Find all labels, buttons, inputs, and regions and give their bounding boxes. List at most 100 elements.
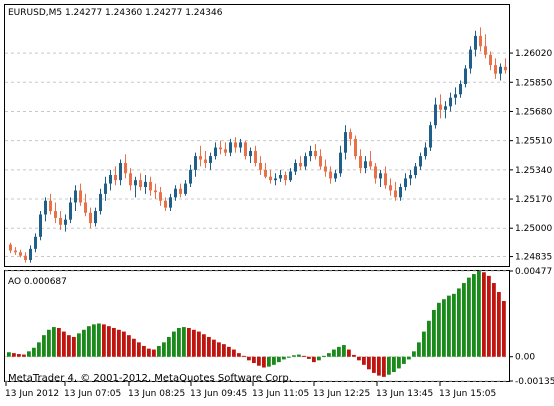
- candle-bearish[interactable]: [199, 145, 202, 167]
- candle-bearish[interactable]: [479, 27, 482, 52]
- candle-bullish[interactable]: [39, 211, 42, 241]
- candle-bullish[interactable]: [104, 176, 107, 201]
- candle-bearish[interactable]: [484, 34, 487, 59]
- candle-bearish[interactable]: [84, 193, 87, 217]
- candle-bullish[interactable]: [344, 125, 347, 160]
- candle-bullish[interactable]: [134, 176, 137, 198]
- candle-bullish[interactable]: [274, 173, 277, 186]
- candle-bearish[interactable]: [314, 144, 317, 160]
- candle-bearish[interactable]: [124, 154, 127, 179]
- candle-bullish[interactable]: [34, 233, 37, 253]
- candle-bearish[interactable]: [59, 211, 62, 230]
- candle-bullish[interactable]: [94, 207, 97, 227]
- candle-bearish[interactable]: [49, 193, 52, 215]
- ao-histogram[interactable]: [7, 271, 506, 377]
- candle-bullish[interactable]: [294, 159, 297, 175]
- candle-bullish[interactable]: [99, 188, 102, 215]
- candle-bullish[interactable]: [239, 138, 242, 153]
- candle-bullish[interactable]: [189, 164, 192, 188]
- candle-bearish[interactable]: [259, 156, 262, 175]
- candle-bullish[interactable]: [209, 152, 212, 170]
- candle-bullish[interactable]: [444, 101, 447, 119]
- candle-bullish[interactable]: [464, 65, 467, 88]
- candle-bearish[interactable]: [159, 187, 162, 206]
- candle-bearish[interactable]: [384, 166, 387, 189]
- candle-bearish[interactable]: [264, 162, 267, 179]
- candle-bearish[interactable]: [489, 51, 492, 71]
- candle-bearish[interactable]: [9, 242, 12, 254]
- candle-bearish[interactable]: [254, 145, 257, 167]
- candle-bullish[interactable]: [429, 121, 432, 151]
- candle-bearish[interactable]: [389, 178, 392, 196]
- candle-bullish[interactable]: [469, 46, 472, 74]
- candle-bullish[interactable]: [289, 168, 292, 182]
- candlestick-series[interactable]: [9, 27, 507, 263]
- candle-bullish[interactable]: [364, 156, 367, 174]
- candle-bullish[interactable]: [229, 138, 232, 157]
- candle-bullish[interactable]: [214, 142, 217, 160]
- candle-bullish[interactable]: [249, 147, 252, 163]
- candle-bullish[interactable]: [379, 169, 382, 188]
- candle-bullish[interactable]: [339, 145, 342, 177]
- candle-bearish[interactable]: [19, 249, 22, 258]
- candle-bullish[interactable]: [74, 185, 77, 212]
- candle-bullish[interactable]: [409, 169, 412, 186]
- candle-bullish[interactable]: [449, 92, 452, 112]
- candle-bearish[interactable]: [154, 183, 157, 200]
- candle-bearish[interactable]: [374, 162, 377, 184]
- candle-bearish[interactable]: [354, 135, 357, 160]
- candle-bearish[interactable]: [439, 94, 442, 119]
- candle-bearish[interactable]: [219, 140, 222, 155]
- candle-bullish[interactable]: [169, 193, 172, 212]
- candle-bearish[interactable]: [329, 166, 332, 184]
- candle-bearish[interactable]: [204, 150, 207, 169]
- candle-bullish[interactable]: [419, 152, 422, 170]
- candle-bearish[interactable]: [24, 252, 27, 263]
- candle-bearish[interactable]: [234, 137, 237, 153]
- candle-bullish[interactable]: [44, 197, 47, 222]
- candle-bearish[interactable]: [369, 150, 372, 170]
- candle-bullish[interactable]: [69, 197, 72, 224]
- candle-bullish[interactable]: [109, 169, 112, 191]
- candle-bearish[interactable]: [89, 207, 92, 229]
- candle-bullish[interactable]: [194, 152, 197, 177]
- candle-bearish[interactable]: [324, 159, 327, 177]
- candle-bullish[interactable]: [459, 80, 462, 98]
- candle-bullish[interactable]: [174, 185, 177, 201]
- candle-bullish[interactable]: [434, 97, 437, 129]
- candle-bullish[interactable]: [404, 173, 407, 191]
- candle-bullish[interactable]: [119, 159, 122, 186]
- candle-bullish[interactable]: [499, 63, 502, 81]
- candle-bearish[interactable]: [494, 58, 497, 79]
- candle-bearish[interactable]: [224, 142, 227, 157]
- candle-bullish[interactable]: [424, 142, 427, 160]
- candle-bearish[interactable]: [269, 169, 272, 184]
- candle-bullish[interactable]: [399, 183, 402, 201]
- candle-bearish[interactable]: [129, 168, 132, 191]
- candle-bearish[interactable]: [164, 197, 167, 212]
- candle-bearish[interactable]: [299, 156, 302, 170]
- candle-bullish[interactable]: [334, 169, 337, 182]
- candle-bullish[interactable]: [184, 180, 187, 196]
- candle-bearish[interactable]: [284, 171, 287, 186]
- candle-bearish[interactable]: [149, 176, 152, 196]
- candle-bearish[interactable]: [54, 202, 57, 224]
- candle-bearish[interactable]: [114, 166, 117, 186]
- candle-bullish[interactable]: [279, 169, 282, 182]
- candle-bearish[interactable]: [349, 128, 352, 146]
- candle-bullish[interactable]: [309, 145, 312, 162]
- candle-bearish[interactable]: [359, 149, 362, 174]
- candle-bearish[interactable]: [319, 149, 322, 170]
- candle-bearish[interactable]: [179, 183, 182, 198]
- candle-bearish[interactable]: [139, 173, 142, 191]
- candle-bullish[interactable]: [414, 162, 417, 179]
- candle-bearish[interactable]: [79, 183, 82, 206]
- candle-bullish[interactable]: [304, 152, 307, 170]
- candle-bullish[interactable]: [454, 87, 457, 105]
- candle-bearish[interactable]: [14, 247, 17, 255]
- candle-bullish[interactable]: [29, 245, 32, 263]
- candle-bullish[interactable]: [64, 214, 67, 232]
- candle-bullish[interactable]: [144, 174, 147, 194]
